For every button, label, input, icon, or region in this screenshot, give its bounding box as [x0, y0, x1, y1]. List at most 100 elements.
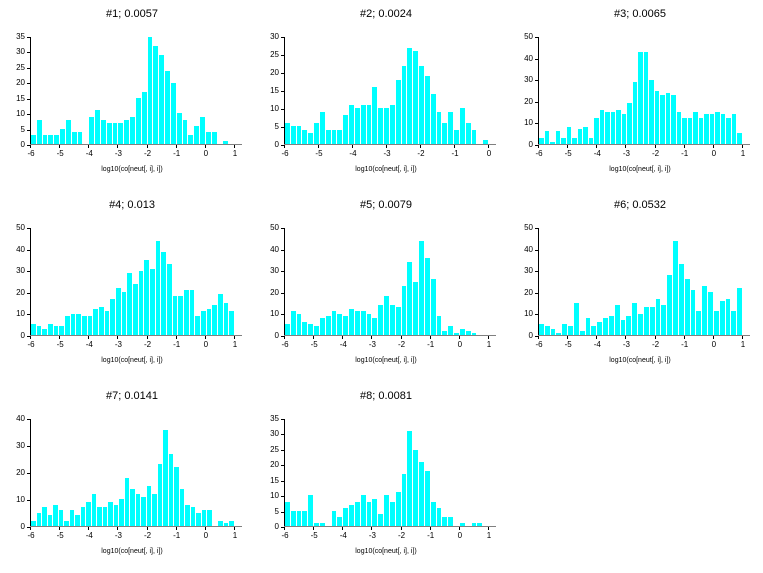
histogram-bar: [660, 94, 665, 144]
histogram-bar: [471, 129, 477, 144]
histogram-bar: [218, 294, 223, 335]
x-axis-tick: [204, 336, 206, 339]
x-axis-tick: [59, 336, 61, 339]
x-axis-baseline: [284, 335, 496, 336]
x-axis-tick-label: -6: [535, 340, 543, 349]
histogram-bar: [31, 324, 36, 335]
x-axis-tick: [712, 145, 714, 148]
x-axis-tick-label: -4: [85, 340, 93, 349]
bars-container: [539, 37, 743, 144]
x-axis-tick: [488, 145, 489, 148]
y-axis-tick: [281, 527, 285, 528]
y-axis-tick: [281, 37, 285, 38]
histogram-bar: [366, 313, 372, 335]
x-axis-tick: [317, 145, 319, 148]
x-axis-tick-label: -2: [398, 340, 406, 349]
y-axis-tick: [535, 314, 539, 316]
y-axis-line: [538, 228, 539, 336]
x-axis-tick: [342, 527, 344, 530]
x-axis-label: log10(co[neut[, i], i]): [101, 548, 163, 555]
histogram-bar: [147, 37, 153, 144]
histogram-bar: [60, 128, 65, 144]
x-axis-tick-label: -3: [368, 340, 376, 349]
histogram-bar: [539, 137, 544, 144]
histogram-bar: [597, 322, 603, 335]
y-axis-line: [30, 228, 31, 336]
bars-container: [285, 37, 489, 144]
histogram-bar: [121, 292, 127, 335]
x-axis-tick-label: 1: [232, 149, 238, 158]
histogram-bar: [360, 495, 366, 526]
histogram-bar: [54, 134, 60, 144]
histogram-bar: [182, 119, 188, 144]
histogram-bar: [614, 305, 620, 335]
histogram-bar: [424, 257, 430, 335]
x-axis-tick-label: -5: [56, 531, 64, 540]
x-axis-label: log10(co[neut[, i], i]): [355, 548, 417, 555]
histogram-bar: [349, 504, 354, 526]
x-axis-baseline: [538, 335, 750, 336]
y-axis-tick: [27, 473, 31, 474]
y-axis-tick: [281, 465, 285, 467]
y-axis-tick: [535, 101, 539, 103]
histogram-bar: [108, 501, 113, 526]
x-axis-tick-label: -5: [56, 340, 64, 349]
y-axis-tick-label: 0: [20, 331, 25, 340]
y-axis-tick-label: 30: [270, 32, 279, 41]
x-axis-tick-label: -2: [144, 149, 152, 158]
x-axis-tick: [175, 336, 177, 339]
y-axis-tick-label: 50: [270, 223, 279, 232]
histogram-bar: [690, 290, 696, 335]
histogram-bar: [372, 498, 378, 526]
histogram-bar: [454, 332, 459, 335]
histogram-bar: [80, 507, 86, 526]
histogram-bar: [325, 315, 331, 335]
histogram-bar: [212, 305, 217, 335]
histogram-bar: [106, 122, 112, 144]
x-axis-tick: [488, 527, 489, 530]
histogram-bar: [687, 118, 693, 144]
x-axis-tick-label: -3: [114, 149, 122, 158]
histogram-bar: [436, 507, 442, 526]
histogram-bar: [430, 94, 436, 144]
histogram-bar: [459, 522, 465, 526]
histogram-bar: [588, 137, 594, 144]
histogram-bar: [201, 311, 206, 335]
x-axis-tick-label: 1: [486, 531, 492, 540]
histogram-bar: [572, 137, 577, 144]
x-axis-tick-label: -6: [281, 340, 289, 349]
y-axis-tick-label: 20: [524, 96, 533, 106]
x-axis-tick-label: 0: [486, 149, 492, 158]
histogram-bar: [698, 118, 704, 144]
histogram-bar: [643, 51, 649, 144]
histogram-bar: [594, 118, 599, 144]
y-axis-tick-label: 10: [524, 118, 533, 128]
histogram-bar: [223, 302, 229, 335]
histogram-bar: [343, 507, 349, 526]
x-axis-tick: [88, 336, 90, 339]
x-axis-tick: [429, 527, 431, 530]
y-axis-tick: [27, 419, 31, 420]
y-axis-tick: [27, 336, 31, 337]
histogram-bar: [75, 515, 80, 526]
histogram-bar: [419, 240, 424, 335]
chart-title: #5; 0.0079: [360, 199, 412, 211]
x-axis-tick-label: -1: [173, 340, 181, 349]
x-axis-tick: [400, 527, 402, 530]
histogram-bar: [621, 114, 627, 144]
y-axis-tick-label: 30: [524, 266, 533, 276]
x-axis-tick-label: -1: [427, 340, 435, 349]
histogram-bar: [610, 111, 616, 144]
histogram-bar: [98, 307, 104, 335]
x-axis-tick: [313, 336, 315, 339]
histogram-bar: [47, 515, 53, 526]
histogram-bar: [354, 108, 360, 144]
x-axis-tick: [683, 336, 685, 339]
histogram-bar: [196, 512, 201, 526]
y-axis-tick-label: 10: [270, 491, 279, 501]
histogram-bar: [384, 495, 389, 526]
histogram-bar: [671, 94, 676, 144]
histogram-bar: [667, 275, 673, 335]
histogram-bar: [555, 131, 561, 144]
histogram-bar: [314, 326, 319, 335]
